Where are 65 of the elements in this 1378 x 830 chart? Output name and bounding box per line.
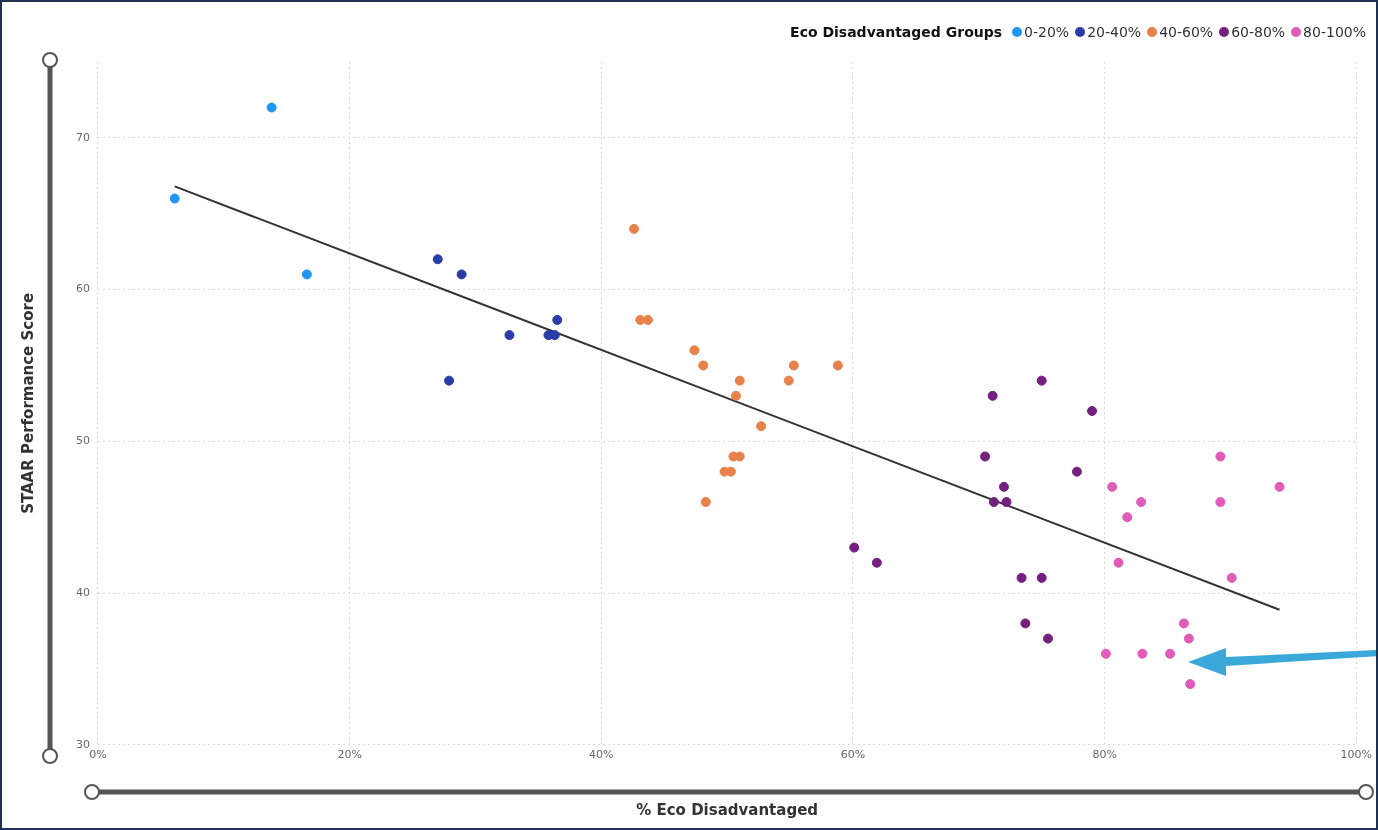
point [169,193,180,204]
point [988,497,999,508]
point [1100,648,1111,659]
point [1020,618,1031,629]
x-tick-label: 40% [589,748,614,762]
point [832,360,843,371]
point [1226,572,1237,583]
point [629,223,640,234]
point [1087,405,1098,416]
legend-label: 40-60% [1159,24,1214,40]
point [998,481,1009,492]
legend-label: 0-20% [1024,24,1070,40]
point [871,557,882,568]
point [1274,481,1285,492]
point [1036,375,1047,386]
point [1137,648,1148,659]
point [1036,572,1047,583]
x-tick-label: 80% [1092,748,1117,762]
point [1215,451,1226,462]
y-tick-label: 30 [76,737,90,751]
x-tick-label: 0% [89,748,107,762]
point [432,254,443,265]
point [456,269,467,280]
x-tick-label: 20% [337,748,362,762]
legend-label: 60-80% [1231,24,1286,40]
point [689,345,700,356]
y-tick-label: 70 [76,130,90,144]
legend-label: 20-40% [1087,24,1142,40]
point [1016,572,1027,583]
point [301,269,312,280]
point [444,375,455,386]
point [1165,648,1176,659]
point [1001,497,1012,508]
point [788,360,799,371]
point [980,451,991,462]
x-tick-label: 60% [840,748,866,762]
y-axis-title: STAAR Performance Score [18,292,37,514]
point [734,375,745,386]
point [1183,633,1194,644]
point [849,542,860,553]
point [756,421,767,432]
y-tick-label: 40 [76,585,90,599]
point [698,360,709,371]
point [783,375,794,386]
point [1113,557,1124,568]
legend-title: Eco Disadvantaged Groups [790,24,1003,40]
point [1136,497,1147,508]
point [552,314,563,325]
point [504,330,515,341]
point [1107,481,1118,492]
point [1043,633,1053,644]
point [987,390,998,401]
point [1071,466,1082,477]
x-tick-label: 100% [1340,748,1372,762]
x-axis-title: % Eco Disadvantaged [636,800,819,819]
point [266,102,277,113]
legend-label: 80-100% [1303,24,1366,40]
point [1122,512,1133,523]
y-tick-label: 60 [76,282,90,296]
point [1178,618,1189,629]
point [1215,497,1226,508]
point [1185,679,1196,690]
y-tick-label: 50 [76,434,90,448]
point [730,390,741,401]
point [700,497,711,508]
